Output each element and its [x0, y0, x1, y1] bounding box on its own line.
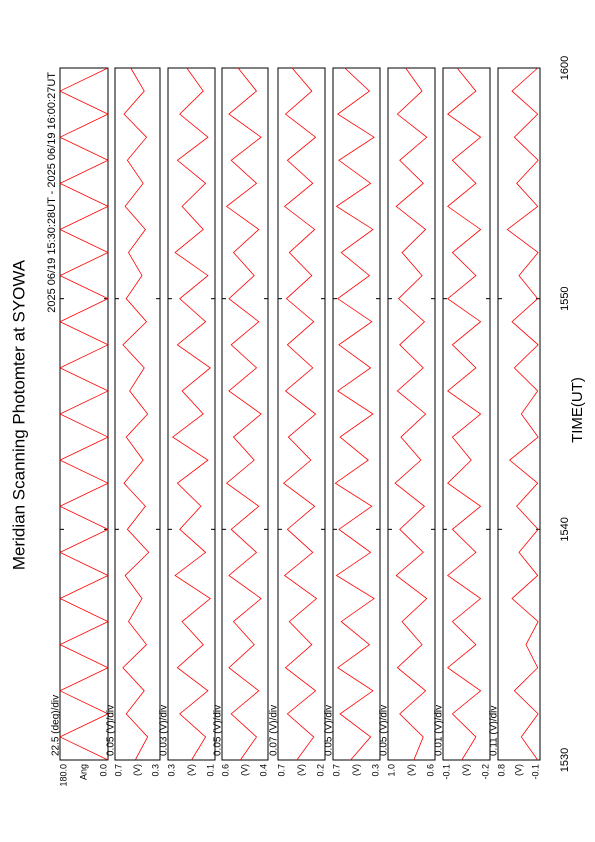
- data-line: [172, 67, 211, 761]
- x-tick-label: 1600: [559, 56, 571, 80]
- y-tick-label: 0.3: [166, 764, 176, 777]
- panel-label: Ang: [78, 764, 88, 780]
- panel-scale: 0.05 (V)/div: [324, 705, 335, 756]
- y-tick-label: 0.6: [220, 764, 230, 777]
- panel-frame: [442, 67, 491, 761]
- x-tick-label: 1550: [559, 286, 571, 310]
- x-tick-label: 1540: [559, 517, 571, 541]
- panel-label: (V): [351, 764, 361, 776]
- y-tick-label: 0.4: [258, 764, 268, 777]
- y-tick-label: -0.1: [530, 764, 540, 780]
- panel-frame: [497, 67, 541, 761]
- panel-scale: 0.01 (V)/div: [434, 705, 445, 756]
- x-axis-label: TIME(UT): [569, 377, 586, 443]
- x-tick-label: 1530: [559, 748, 571, 772]
- y-tick-label: 0.1: [205, 764, 215, 777]
- panel-scale: 0.07 (V)/div: [269, 705, 280, 756]
- panel-label: (V): [406, 764, 416, 776]
- panel-scale: 0.11 (V)/div: [489, 706, 500, 756]
- y-tick-label: 0.0: [98, 764, 108, 777]
- data-line: [225, 67, 262, 761]
- y-tick-label: 180.0: [58, 764, 68, 787]
- panel-frame: [221, 67, 269, 761]
- panel-scale: 0.03 (V)/div: [159, 705, 170, 756]
- y-tick-label: 0.3: [370, 764, 380, 777]
- chart-title: Meridian Scanning Photomter at SYOWA: [9, 259, 28, 570]
- panel-scale: 0.05 (V)/div: [379, 705, 390, 756]
- panel-scale: 0.05 (V)/div: [106, 705, 117, 756]
- panel-scale: 0.05 (V)/div: [213, 705, 224, 756]
- y-tick-label: 0.8: [496, 764, 506, 777]
- panel-label: (V): [296, 764, 306, 776]
- data-line: [59, 67, 109, 761]
- panel-frame: [332, 67, 381, 761]
- panel-label: (V): [461, 764, 471, 776]
- y-tick-label: 0.7: [276, 764, 286, 777]
- y-tick-label: 0.2: [315, 764, 325, 777]
- data-line: [506, 67, 539, 761]
- panel-label: (V): [513, 764, 523, 776]
- y-tick-label: -0.2: [480, 764, 490, 780]
- y-tick-label: -0.1: [441, 764, 451, 780]
- panel-frame: [387, 67, 436, 761]
- chart-subtitle: 2025 06/19 15:30:28UT - 2025 06/19 16:00…: [46, 72, 58, 313]
- panel-label: (V): [132, 764, 142, 776]
- panel-scale: 22.5 (deg)/div: [51, 695, 62, 756]
- data-line: [334, 67, 375, 761]
- panel-label: (V): [186, 764, 196, 776]
- y-tick-label: 0.7: [331, 764, 341, 777]
- y-tick-label: 1.0: [386, 764, 396, 777]
- panel-frame: [277, 67, 326, 761]
- y-tick-label: 0.6: [425, 764, 435, 777]
- panel-label: (V): [239, 764, 249, 776]
- data-line: [394, 67, 428, 761]
- data-line: [122, 67, 150, 761]
- data-line: [447, 67, 482, 761]
- y-tick-label: 0.3: [150, 764, 160, 777]
- panel-frame: [114, 67, 161, 761]
- y-tick-label: 0.7: [113, 764, 123, 777]
- data-line: [282, 67, 318, 761]
